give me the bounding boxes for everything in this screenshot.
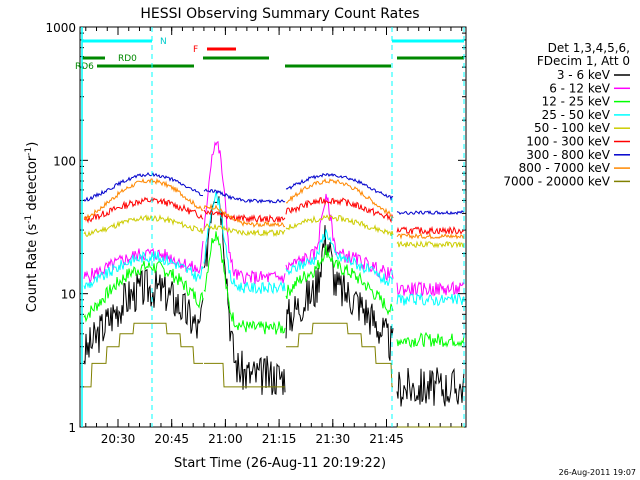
legend-entry: 300 - 800 keV bbox=[526, 148, 610, 162]
y-axis-label-sup1: -1 bbox=[24, 215, 34, 224]
y-axis-label-part2: detector bbox=[25, 155, 40, 215]
y-axis-label-sup2: -1 bbox=[24, 147, 34, 156]
legend-entry: 7000 - 20000 keV bbox=[503, 174, 610, 188]
series-line bbox=[285, 214, 394, 237]
legend-entry: 12 - 25 keV bbox=[542, 95, 611, 109]
series-line bbox=[286, 322, 393, 388]
legend-header-1: Det 1,3,4,5,6, bbox=[548, 41, 630, 55]
series-line bbox=[285, 225, 394, 361]
series-line bbox=[203, 196, 286, 396]
series-line bbox=[285, 197, 394, 224]
series-line bbox=[203, 209, 286, 224]
series-line bbox=[83, 172, 204, 202]
flag-label: N bbox=[160, 37, 167, 47]
timestamp: 26-Aug-2011 19:07 bbox=[559, 468, 636, 477]
x-tick-label: 21:45 bbox=[369, 432, 404, 446]
series-line bbox=[285, 229, 394, 286]
x-tick-label: 21:30 bbox=[316, 432, 351, 446]
series-line bbox=[396, 225, 465, 236]
series-line bbox=[83, 177, 204, 222]
series-line bbox=[285, 244, 394, 316]
y-axis-label-part1: Count Rate (s bbox=[25, 224, 40, 313]
series-line bbox=[203, 203, 286, 228]
x-tick-label: 21:00 bbox=[208, 432, 243, 446]
legend: Det 1,3,4,5,6, FDecim 1, Att 0 3 - 6 keV… bbox=[503, 41, 630, 188]
chart-title: HESSI Observing Summary Count Rates bbox=[140, 6, 419, 22]
series-line bbox=[204, 362, 285, 388]
x-axis-label: Start Time (26-Aug-11 20:19:22) bbox=[174, 456, 386, 471]
series-line bbox=[203, 223, 286, 237]
legend-entry: 3 - 6 keV bbox=[557, 68, 611, 82]
series-line bbox=[396, 280, 465, 297]
series-line bbox=[396, 232, 465, 240]
series-line bbox=[203, 191, 286, 295]
y-axis-label-part3: ) bbox=[25, 142, 40, 147]
series-line bbox=[83, 269, 204, 365]
series-line bbox=[285, 172, 394, 201]
x-axis: 20:30 20:45 21:00 21:15 21:30 21:45 bbox=[85, 27, 463, 446]
series-line bbox=[83, 240, 204, 284]
legend-entry: 50 - 100 keV bbox=[534, 121, 611, 135]
flag-label: RD0 bbox=[118, 54, 137, 64]
x-tick-label: 20:30 bbox=[101, 432, 136, 446]
series-line bbox=[285, 178, 394, 219]
legend-header-2: FDecim 1, Att 0 bbox=[537, 54, 630, 68]
series-line bbox=[203, 188, 286, 204]
y-tick-label: 10 bbox=[61, 288, 76, 302]
flag-label: RD6 bbox=[75, 62, 94, 72]
series-line bbox=[203, 231, 286, 335]
y-tick-label: 1000 bbox=[45, 21, 76, 35]
series-line bbox=[285, 193, 394, 282]
y-axis-label: Count Rate (s-1 detector-1) bbox=[24, 142, 40, 313]
series-line bbox=[83, 214, 204, 238]
series-line bbox=[83, 251, 204, 290]
legend-entry: 25 - 50 keV bbox=[542, 108, 611, 122]
series-line bbox=[84, 322, 203, 388]
series-line bbox=[396, 331, 465, 349]
y-tick-label: 100 bbox=[53, 154, 76, 168]
series-line bbox=[396, 210, 465, 216]
series-layer bbox=[83, 141, 465, 428]
flag-label: F bbox=[193, 45, 198, 55]
legend-entry: 800 - 7000 keV bbox=[519, 161, 611, 175]
x-tick-label: 20:45 bbox=[154, 432, 189, 446]
y-tick-label: 1 bbox=[68, 421, 76, 435]
series-line bbox=[396, 367, 465, 407]
series-line bbox=[83, 260, 204, 323]
plot-area bbox=[79, 26, 467, 428]
flags-layer: N RD0 RD6 F bbox=[75, 27, 465, 427]
plot-frame bbox=[79, 26, 467, 428]
series-line bbox=[396, 292, 465, 307]
series-line bbox=[83, 196, 204, 224]
legend-entry: 100 - 300 keV bbox=[526, 135, 610, 149]
x-tick-label: 21:15 bbox=[262, 432, 297, 446]
series-line bbox=[396, 240, 465, 249]
legend-entry: 6 - 12 keV bbox=[549, 81, 611, 95]
